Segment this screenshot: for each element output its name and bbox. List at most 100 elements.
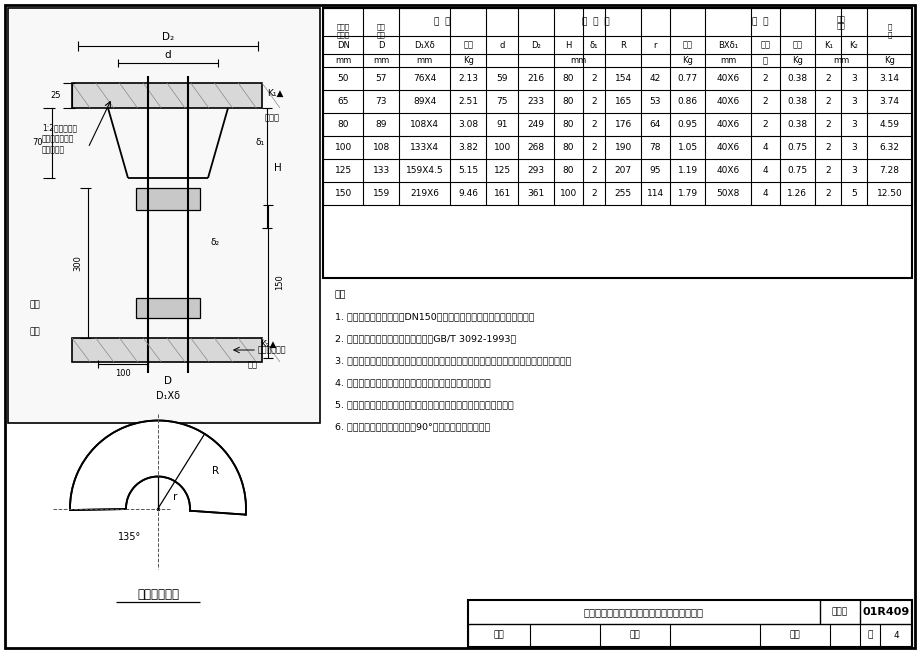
- Text: d: d: [165, 50, 171, 60]
- Text: 165: 165: [614, 97, 631, 106]
- Text: D₂: D₂: [530, 40, 540, 50]
- Text: mm: mm: [569, 56, 585, 65]
- Text: 154: 154: [614, 74, 631, 83]
- Text: 2: 2: [824, 143, 830, 152]
- Text: H: H: [274, 163, 281, 173]
- Text: 1:2水泥砂浆并: 1:2水泥砂浆并: [42, 123, 77, 133]
- Text: 01R409: 01R409: [861, 607, 909, 616]
- Text: K₂: K₂: [848, 40, 857, 50]
- Text: 2: 2: [591, 120, 596, 129]
- Bar: [8, 8, 320, 423]
- Text: 2: 2: [591, 189, 596, 198]
- Text: 3: 3: [850, 97, 856, 106]
- Text: 0.38: 0.38: [787, 74, 807, 83]
- Text: 0.75: 0.75: [787, 143, 807, 152]
- Text: 268: 268: [527, 143, 544, 152]
- Text: 锥形罩展开图: 锥形罩展开图: [137, 588, 179, 601]
- Text: 2: 2: [591, 143, 596, 152]
- Text: δ₁: δ₁: [589, 40, 597, 50]
- Text: mm: mm: [720, 56, 735, 65]
- Text: 2: 2: [591, 166, 596, 175]
- Text: δ₁: δ₁: [255, 138, 265, 148]
- Text: 100: 100: [559, 189, 576, 198]
- Text: 1.05: 1.05: [677, 143, 697, 152]
- Text: 91: 91: [496, 120, 507, 129]
- Text: d: d: [499, 40, 505, 50]
- Text: 2: 2: [762, 74, 767, 83]
- Text: 3.82: 3.82: [458, 143, 478, 152]
- Text: 40X6: 40X6: [716, 166, 739, 175]
- Text: 300: 300: [74, 255, 83, 271]
- Text: 4.59: 4.59: [879, 120, 899, 129]
- Text: 65: 65: [337, 97, 348, 106]
- Text: BXδ₁: BXδ₁: [717, 40, 737, 50]
- Text: 6.32: 6.32: [879, 143, 899, 152]
- Text: 图集号: 图集号: [831, 607, 847, 616]
- Text: 89X4: 89X4: [413, 97, 436, 106]
- Text: 重
量: 重 量: [886, 24, 891, 38]
- Bar: [468, 600, 911, 647]
- Text: 76X4: 76X4: [413, 74, 436, 83]
- Text: 5: 5: [850, 189, 856, 198]
- Text: 管子
外径: 管子 外径: [376, 24, 385, 38]
- Text: 150: 150: [335, 189, 351, 198]
- Text: 设计: 设计: [789, 631, 800, 640]
- Text: 78: 78: [649, 143, 661, 152]
- Text: 扁钢: 扁钢: [29, 300, 40, 310]
- Text: 133: 133: [372, 166, 390, 175]
- Text: Kg: Kg: [791, 56, 802, 65]
- Wedge shape: [70, 421, 245, 515]
- Text: 管道: 管道: [248, 360, 257, 370]
- Text: 25: 25: [51, 91, 62, 99]
- Text: 焊脚
高度: 焊脚 高度: [835, 15, 845, 29]
- Text: 0.75: 0.75: [787, 166, 807, 175]
- Text: K₁: K₁: [823, 40, 832, 50]
- Text: 6. 扁钔按图示要求，两端扭轤90°后均匀焊接在套管上。: 6. 扁钔按图示要求，两端扭轤90°后均匀焊接在套管上。: [335, 422, 490, 432]
- Bar: [136, 298, 199, 318]
- Text: 2: 2: [762, 97, 767, 106]
- Text: 扁  钢: 扁 钢: [751, 18, 767, 27]
- Text: 与屋顶防水层同: 与屋顶防水层同: [42, 135, 74, 144]
- Text: 校对: 校对: [629, 631, 640, 640]
- Text: 100: 100: [335, 143, 351, 152]
- Text: 100: 100: [493, 143, 510, 152]
- Text: 361: 361: [527, 189, 544, 198]
- Text: Kg: Kg: [462, 56, 473, 65]
- Text: 114: 114: [646, 189, 664, 198]
- Text: 159: 159: [372, 189, 390, 198]
- Text: 125: 125: [493, 166, 510, 175]
- Text: 2. 套管亦可低压流体输送焊接钉管（GB/T 3092-1993）: 2. 套管亦可低压流体输送焊接钉管（GB/T 3092-1993）: [335, 334, 516, 343]
- Text: mm: mm: [335, 56, 351, 65]
- Text: 0.77: 0.77: [677, 74, 697, 83]
- Text: 233: 233: [527, 97, 544, 106]
- Text: 重量: 重量: [791, 40, 801, 50]
- Text: 2: 2: [824, 97, 830, 106]
- Text: 42: 42: [649, 74, 661, 83]
- Text: 3: 3: [850, 120, 856, 129]
- Text: D: D: [164, 376, 172, 386]
- Text: K₁▲: K₁▲: [267, 89, 283, 97]
- Text: 样缝处处理: 样缝处处理: [42, 146, 65, 155]
- Text: 注：: 注：: [335, 291, 346, 300]
- Bar: [72, 338, 262, 362]
- Text: 2: 2: [591, 74, 596, 83]
- Text: 40X6: 40X6: [716, 120, 739, 129]
- Text: 4. 锥形罩和罩板内外表面均应刷防锈漆两道，调合漆两道。: 4. 锥形罩和罩板内外表面均应刷防锈漆两道，调合漆两道。: [335, 379, 490, 387]
- Text: R: R: [212, 466, 220, 475]
- Text: 80: 80: [562, 120, 573, 129]
- Text: D₁Xδ: D₁Xδ: [156, 391, 180, 401]
- Text: DN: DN: [336, 40, 349, 50]
- Text: 216: 216: [527, 74, 544, 83]
- Text: 2: 2: [824, 120, 830, 129]
- Text: 套  管: 套 管: [434, 18, 450, 27]
- Text: 0.86: 0.86: [677, 97, 697, 106]
- Text: 5. 若管子外径与表列数量不同时，锥形罩可根据管子外径现场配制。: 5. 若管子外径与表列数量不同时，锥形罩可根据管子外径现场配制。: [335, 400, 513, 409]
- Text: 125: 125: [335, 166, 351, 175]
- Text: 95: 95: [649, 166, 661, 175]
- Text: 133X4: 133X4: [410, 143, 438, 152]
- Text: 根: 根: [762, 56, 766, 65]
- Text: 255: 255: [614, 189, 631, 198]
- Text: 50: 50: [337, 74, 348, 83]
- Text: 2: 2: [824, 166, 830, 175]
- Text: 40X6: 40X6: [716, 143, 739, 152]
